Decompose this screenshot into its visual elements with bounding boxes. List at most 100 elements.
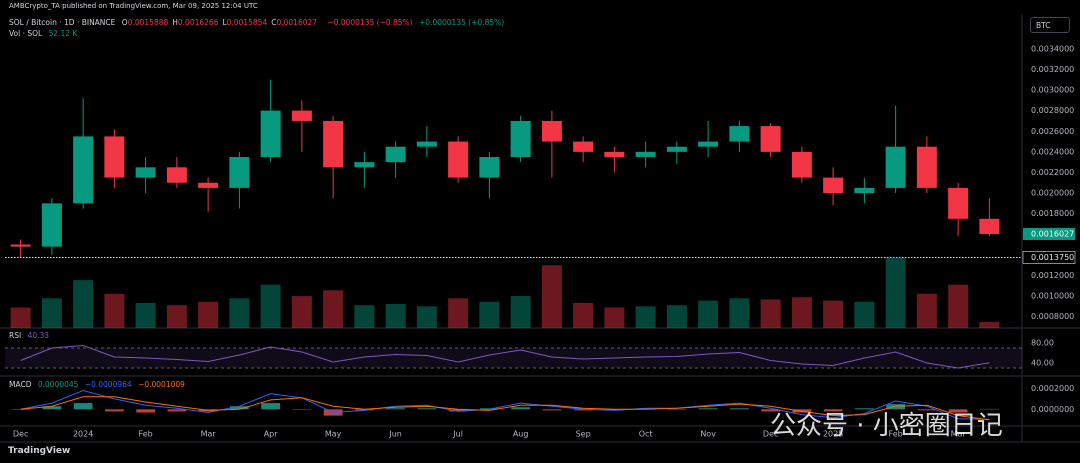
volume-bar bbox=[41, 298, 62, 328]
volume-bar bbox=[135, 302, 156, 328]
volume-bar bbox=[979, 322, 1000, 328]
candle-body bbox=[385, 146, 406, 163]
candle-body bbox=[323, 120, 344, 168]
x-tick-label: Apr bbox=[264, 430, 279, 439]
volume-bar bbox=[604, 307, 625, 328]
rsi-line bbox=[20, 344, 990, 369]
macd-line bbox=[20, 396, 990, 421]
volume-bar bbox=[698, 300, 719, 328]
candle-body bbox=[73, 136, 94, 204]
macd-histogram-bar bbox=[761, 409, 780, 412]
volume-bar bbox=[323, 290, 344, 328]
volume-bar bbox=[260, 284, 281, 328]
volume-bar bbox=[916, 293, 937, 328]
macd-histogram-bar bbox=[230, 406, 249, 410]
candle-body bbox=[573, 141, 594, 152]
volume-bar bbox=[73, 280, 94, 328]
rsi-legend: RSI 40.33 bbox=[9, 331, 53, 340]
y-tick-label: 0.0008000 bbox=[1031, 312, 1074, 321]
macd-histogram-bar bbox=[730, 408, 749, 410]
ohlc-key: L bbox=[222, 18, 227, 27]
volume-bar bbox=[948, 284, 969, 328]
candle-body bbox=[229, 157, 250, 188]
y-tick-label: 0.0000000 bbox=[1031, 405, 1074, 414]
y-tick-label: 0.0022000 bbox=[1031, 168, 1074, 177]
macd-histogram-bar bbox=[605, 409, 624, 411]
candle-body bbox=[541, 120, 562, 142]
macd-histogram-bar bbox=[355, 409, 374, 411]
y-tick-label: 0.0026000 bbox=[1031, 127, 1074, 136]
macd-histogram-bar bbox=[292, 409, 312, 410]
volume-legend: Vol · SOL 52.12 K bbox=[9, 29, 81, 38]
volume-title: Vol · SOL bbox=[9, 29, 43, 38]
x-tick-label: 2024 bbox=[73, 430, 93, 439]
macd-histogram-bar bbox=[417, 408, 437, 410]
volume-bar bbox=[479, 301, 500, 328]
candle-body bbox=[666, 146, 687, 152]
ohlc-value: 0.0015854 bbox=[226, 18, 268, 27]
y-tick-label: 0.0028000 bbox=[1031, 106, 1074, 115]
ohlc: O0.0015888 H0.0016266 L0.0015854 C0.0016027 bbox=[122, 18, 321, 27]
macd-histogram-bar bbox=[667, 409, 687, 410]
ohlc-key: C bbox=[271, 18, 277, 27]
macd-histogram-bar bbox=[573, 409, 593, 411]
volume-bar bbox=[104, 293, 125, 328]
volume-bar bbox=[291, 296, 312, 328]
y-tick-label: 0.0030000 bbox=[1031, 86, 1074, 95]
volume-bar bbox=[729, 298, 750, 328]
candle-body bbox=[885, 146, 906, 188]
candle-body bbox=[698, 141, 719, 147]
y-tick-label: 0.0032000 bbox=[1031, 65, 1074, 74]
candle-body bbox=[479, 157, 500, 178]
currency-button[interactable]: BTC bbox=[1030, 17, 1070, 33]
y-tick-label: 0.0010000 bbox=[1031, 292, 1074, 301]
macd-histogram-bar bbox=[917, 409, 937, 411]
x-tick-label: Feb bbox=[889, 430, 903, 439]
x-tick-label: Jul bbox=[452, 430, 463, 439]
x-tick-label: Jun bbox=[388, 430, 402, 439]
symbol: SOL / Bitcoin · 1D · BINANCE bbox=[9, 18, 116, 27]
candle-body bbox=[604, 151, 625, 158]
x-tick-label: Sep bbox=[576, 430, 591, 439]
volume-bar bbox=[416, 306, 437, 328]
macd-histogram-bar bbox=[948, 409, 968, 413]
volume-bar bbox=[354, 305, 375, 328]
macd-histogram-bar bbox=[511, 407, 530, 410]
macd-histogram-bar bbox=[386, 408, 405, 410]
volume-bar bbox=[854, 301, 875, 328]
macd-histogram-bar bbox=[448, 409, 468, 412]
candle-body bbox=[291, 110, 312, 121]
macd-line bbox=[20, 389, 990, 420]
hline-label: 0.0013750 bbox=[1031, 253, 1074, 262]
macd-hist-value: 0.0000045 bbox=[37, 380, 79, 389]
candle-body bbox=[510, 120, 531, 158]
macd-histogram-bar bbox=[167, 409, 187, 412]
rsi-band bbox=[5, 348, 1022, 368]
macd-histogram-bar bbox=[11, 409, 30, 410]
x-tick-label: Aug bbox=[513, 430, 529, 439]
volume-bar bbox=[760, 299, 781, 328]
volume-bar bbox=[666, 305, 687, 328]
y-tick-label: 0.0012000 bbox=[1031, 271, 1074, 280]
volume-bar bbox=[791, 297, 812, 328]
macd-histogram-bar bbox=[980, 408, 999, 410]
x-tick-label: Oct bbox=[639, 430, 653, 439]
volume-value: 52.12 K bbox=[48, 29, 78, 38]
ohlc-value: 0.0016266 bbox=[177, 18, 219, 27]
macd-histogram-bar bbox=[261, 403, 280, 410]
change: −0.0000135 (−0.85%) bbox=[327, 18, 413, 27]
x-tick-label: May bbox=[325, 430, 342, 439]
macd-value: −0.0000964 bbox=[84, 380, 132, 389]
macd-legend: MACD 0.0000045 −0.0000964 −0.0001009 bbox=[9, 380, 189, 389]
candle-body bbox=[104, 136, 125, 178]
candle-body bbox=[979, 218, 1000, 234]
x-tick-label: Feb bbox=[139, 430, 153, 439]
x-tick-label: Nov bbox=[700, 430, 716, 439]
y-tick-label: 0.0024000 bbox=[1031, 147, 1074, 156]
candle-body bbox=[354, 162, 375, 168]
candle-body bbox=[823, 177, 844, 194]
macd-histogram-bar bbox=[42, 406, 62, 410]
change: +0.0000135 (+0.85%) bbox=[419, 18, 505, 27]
